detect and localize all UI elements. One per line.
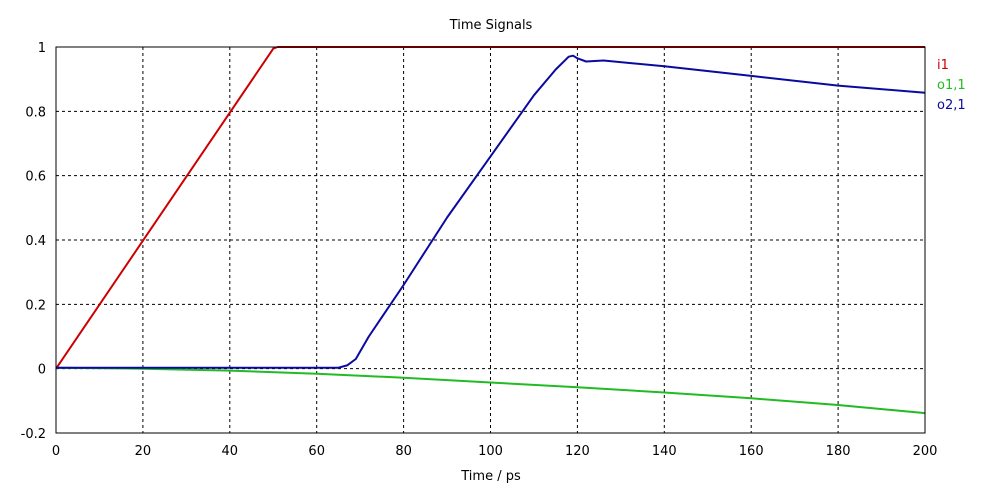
y-tick-label: 0.6 [25, 170, 46, 185]
x-tick-label: 80 [395, 444, 412, 459]
y-tick-labels: -0.2 0 0.2 0.4 0.6 0.8 1 [21, 41, 46, 442]
series-line-2 [55, 366, 926, 415]
y-tick-label: 0.4 [25, 234, 46, 249]
x-tick-label: 0 [52, 444, 60, 459]
y-tick-label: -0.2 [21, 427, 46, 442]
legend-entry-1: i1 [937, 58, 949, 73]
x-tick-label: 200 [913, 444, 938, 459]
y-tick-label: 0 [38, 363, 46, 378]
legend-entry-3: o2,1 [937, 98, 966, 113]
x-tick-label: 180 [826, 444, 851, 459]
plot-frame [55, 46, 926, 434]
legend: i1 o1,1 o2,1 [937, 58, 966, 113]
series-line-3 [56, 54, 926, 369]
x-axis-label: Time / ps [460, 469, 521, 484]
y-tick-label: 1 [38, 41, 46, 56]
x-tick-label: 20 [135, 444, 152, 459]
y-tick-label: 0.8 [25, 105, 46, 120]
grid-layer [56, 47, 925, 433]
y-tick-label: 0.2 [25, 298, 46, 313]
chart-title: Time Signals [449, 18, 533, 33]
x-tick-label: 60 [308, 444, 325, 459]
x-tick-label: 100 [478, 444, 503, 459]
x-tick-label: 40 [222, 444, 239, 459]
legend-entry-2: o1,1 [937, 78, 966, 93]
x-tick-labels: 0 20 40 60 80 100 120 140 160 180 200 [52, 444, 938, 459]
x-tick-label: 120 [565, 444, 590, 459]
x-tick-label: 140 [652, 444, 677, 459]
x-tick-label: 160 [739, 444, 764, 459]
